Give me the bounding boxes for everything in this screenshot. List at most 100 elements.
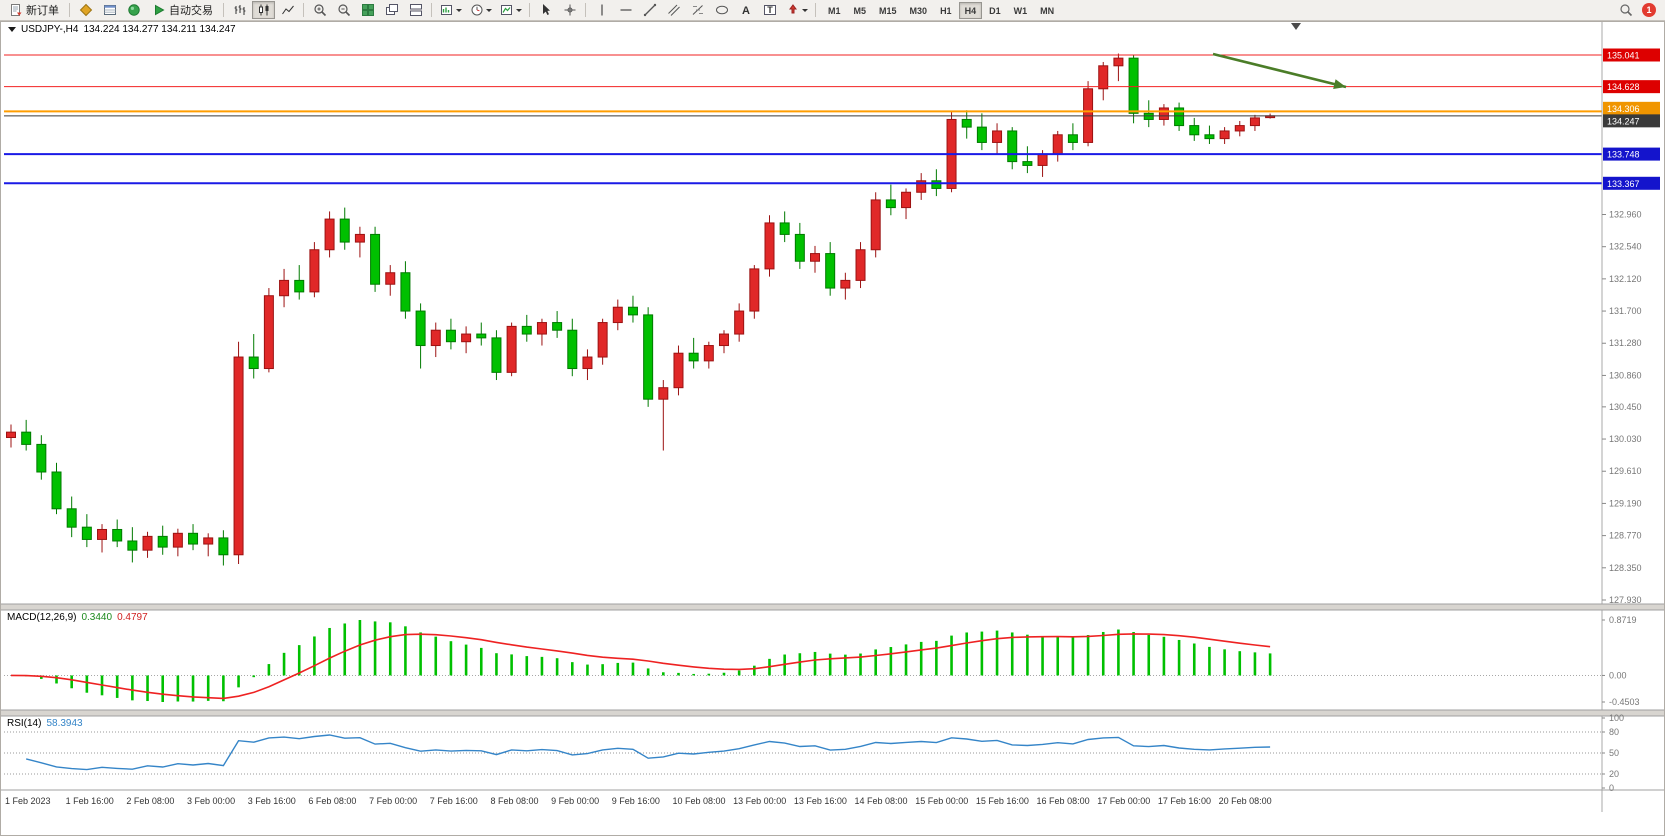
macd-main-value: 0.3440: [81, 612, 113, 623]
svg-text:9 Feb 00:00: 9 Feb 00:00: [551, 796, 599, 806]
chart-symbol-period: USDJPY-,H4: [21, 24, 79, 35]
svg-text:6 Feb 08:00: 6 Feb 08:00: [308, 796, 356, 806]
rsi-pane[interactable]: [4, 716, 1602, 790]
search-icon: [1619, 4, 1632, 17]
svg-text:131.700: 131.700: [1609, 306, 1642, 316]
cascade-windows-button[interactable]: [380, 1, 403, 19]
chevron-down-icon: [455, 8, 462, 12]
svg-text:131.280: 131.280: [1609, 338, 1642, 348]
timeframe-button-MN[interactable]: MN: [1040, 5, 1055, 16]
svg-text:16 Feb 08:00: 16 Feb 08:00: [1037, 796, 1090, 806]
line-chart-icon: [281, 5, 294, 15]
price-axis[interactable]: [1602, 21, 1665, 812]
svg-text:3 Feb 16:00: 3 Feb 16:00: [248, 796, 296, 806]
svg-text:2 Feb 08:00: 2 Feb 08:00: [126, 796, 174, 806]
timeframe-button-M5[interactable]: M5: [853, 5, 867, 16]
price-pane[interactable]: [4, 21, 1602, 604]
channel-icon: [667, 4, 680, 16]
market-watch-icon: [79, 3, 92, 17]
channel-tool-button[interactable]: [662, 1, 685, 19]
new-order-icon: [11, 4, 22, 16]
toolbar-divider: [69, 3, 70, 17]
svg-text:129.610: 129.610: [1609, 466, 1642, 476]
text-tool-button[interactable]: A: [734, 1, 757, 19]
macd-indicator-label: MACD(12,26,9) 0.3440 0.4797: [7, 612, 148, 623]
horizontal-line-tool-button[interactable]: [614, 1, 637, 19]
indicators-button[interactable]: [496, 1, 525, 19]
svg-text:-0.4503: -0.4503: [1609, 697, 1640, 707]
bar-chart-icon: [234, 5, 245, 15]
crosshair-tool-button[interactable]: [558, 1, 581, 19]
timeframe-button-M1[interactable]: M1: [828, 5, 841, 16]
svg-text:134.628: 134.628: [1607, 82, 1640, 92]
timeframe-button-M15[interactable]: M15: [879, 5, 897, 16]
svg-text:130.030: 130.030: [1609, 434, 1642, 444]
cascade-windows-icon: [385, 4, 398, 15]
tile-horizontal-button[interactable]: [404, 1, 427, 19]
new-chart-button[interactable]: [436, 1, 465, 19]
text-tool-icon: A: [742, 5, 750, 17]
svg-text:0.00: 0.00: [1609, 670, 1627, 680]
crosshair-icon: [564, 4, 575, 16]
svg-text:133.748: 133.748: [1607, 150, 1640, 160]
bar-chart-type-button[interactable]: [228, 1, 251, 19]
svg-text:130.860: 130.860: [1609, 370, 1642, 380]
macd-pane[interactable]: [4, 610, 1602, 710]
navigator-button[interactable]: [122, 1, 145, 19]
svg-text:50: 50: [1609, 748, 1619, 758]
svg-text:10 Feb 08:00: 10 Feb 08:00: [672, 796, 725, 806]
zoom-out-icon: [337, 4, 350, 17]
vertical-line-tool-button[interactable]: [590, 1, 613, 19]
notification-badge[interactable]: 1: [1642, 3, 1656, 17]
autotrade-label: 自动交易: [169, 5, 213, 17]
data-window-button[interactable]: [98, 1, 121, 19]
label-tool-button[interactable]: T: [758, 1, 781, 19]
svg-text:0: 0: [1609, 783, 1614, 793]
vertical-line-icon: [600, 4, 603, 16]
toolbar-divider: [529, 3, 530, 17]
trendline-tool-button[interactable]: [638, 1, 661, 19]
timeframe-button-D1[interactable]: D1: [989, 5, 1001, 16]
time-axis[interactable]: [4, 790, 1602, 812]
svg-text:7 Feb 00:00: 7 Feb 00:00: [369, 796, 417, 806]
timeframes-button[interactable]: [466, 1, 495, 19]
ellipse-tool-button[interactable]: [710, 1, 733, 19]
new-order-button[interactable]: 新订单: [3, 1, 65, 19]
timeframe-button-H4[interactable]: H4: [958, 1, 983, 19]
svg-text:132.540: 132.540: [1609, 242, 1642, 252]
data-window-icon: [103, 5, 116, 15]
chevron-down-icon: [515, 8, 522, 12]
market-watch-button[interactable]: [74, 1, 97, 19]
autotrade-button[interactable]: 自动交易: [146, 1, 219, 19]
timeframe-button-M30[interactable]: M30: [909, 5, 928, 16]
svg-text:7 Feb 16:00: 7 Feb 16:00: [430, 796, 478, 806]
search-button[interactable]: [1614, 1, 1637, 19]
svg-text:129.190: 129.190: [1609, 498, 1642, 508]
tile-horizontal-icon: [409, 4, 422, 16]
macd-signal-value: 0.4797: [117, 612, 148, 623]
rsi-indicator-label: RSI(14) 58.3943: [7, 718, 83, 729]
svg-text:0.8719: 0.8719: [1609, 615, 1637, 625]
zoom-out-button[interactable]: [332, 1, 355, 19]
fibonacci-tool-button[interactable]: [686, 1, 709, 19]
zoom-in-button[interactable]: [308, 1, 331, 19]
autotrade-play-icon: [155, 4, 165, 16]
ohlc-toggle-icon[interactable]: [8, 27, 16, 32]
svg-text:135.041: 135.041: [1607, 51, 1640, 61]
svg-text:132.120: 132.120: [1609, 274, 1642, 284]
candlestick-chart-type-button[interactable]: [252, 1, 275, 19]
svg-text:134.306: 134.306: [1607, 104, 1640, 114]
tile-windows-button[interactable]: [356, 1, 379, 19]
cursor-tool-button[interactable]: [534, 1, 557, 19]
line-chart-type-button[interactable]: [276, 1, 299, 19]
tile-windows-icon: [361, 4, 374, 16]
arrows-tool-button[interactable]: [782, 1, 811, 19]
svg-text:1 Feb 16:00: 1 Feb 16:00: [66, 796, 114, 806]
timeframe-button-W1[interactable]: W1: [1013, 5, 1028, 16]
svg-text:80: 80: [1609, 727, 1619, 737]
svg-text:127.930: 127.930: [1609, 595, 1642, 605]
timeframe-button-H1[interactable]: H1: [940, 5, 952, 16]
toolbar-divider: [431, 3, 432, 17]
svg-text:20 Feb 08:00: 20 Feb 08:00: [1219, 796, 1272, 806]
